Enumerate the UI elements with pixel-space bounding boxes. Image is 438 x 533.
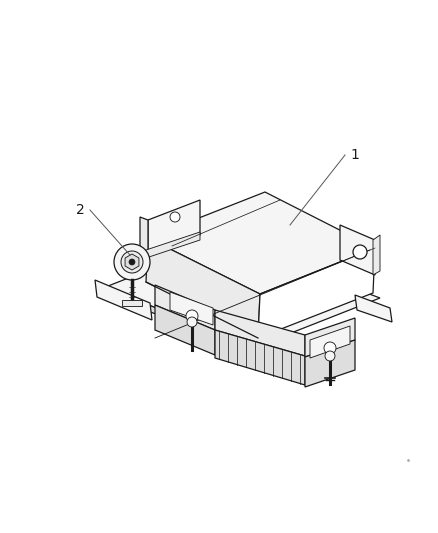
Polygon shape	[339, 225, 374, 275]
Text: 2: 2	[76, 203, 85, 217]
Polygon shape	[125, 254, 138, 270]
Polygon shape	[215, 330, 304, 385]
Polygon shape	[146, 238, 259, 338]
Circle shape	[170, 212, 180, 222]
Circle shape	[114, 244, 150, 280]
Circle shape	[324, 351, 334, 361]
Polygon shape	[140, 232, 200, 260]
Polygon shape	[215, 310, 304, 356]
Text: 1: 1	[349, 148, 358, 162]
Circle shape	[187, 317, 197, 327]
Polygon shape	[304, 340, 354, 387]
Polygon shape	[258, 248, 374, 338]
Polygon shape	[155, 285, 215, 330]
Polygon shape	[372, 235, 379, 275]
Polygon shape	[304, 318, 354, 357]
Polygon shape	[122, 300, 141, 306]
Circle shape	[129, 259, 135, 265]
Polygon shape	[148, 200, 200, 255]
Polygon shape	[148, 192, 374, 294]
Polygon shape	[103, 288, 259, 353]
Polygon shape	[140, 217, 148, 255]
Polygon shape	[309, 326, 349, 358]
Polygon shape	[103, 240, 379, 346]
Circle shape	[323, 342, 335, 354]
Circle shape	[352, 245, 366, 259]
Polygon shape	[354, 295, 391, 322]
Polygon shape	[95, 280, 152, 320]
Polygon shape	[155, 305, 215, 355]
Circle shape	[186, 310, 198, 322]
Circle shape	[121, 251, 143, 273]
Polygon shape	[170, 292, 212, 325]
